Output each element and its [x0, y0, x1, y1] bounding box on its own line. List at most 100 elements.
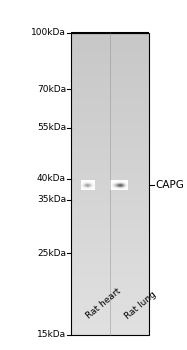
Bar: [71, 40, 149, 41]
Bar: [71, 234, 149, 235]
Bar: [71, 237, 149, 238]
Bar: [71, 74, 149, 75]
Bar: [71, 164, 149, 166]
Bar: [71, 51, 149, 52]
Bar: [71, 296, 149, 298]
Bar: [71, 222, 149, 223]
Bar: [71, 85, 149, 86]
Bar: [71, 276, 149, 277]
Bar: [71, 249, 149, 250]
Bar: [71, 53, 149, 54]
Bar: [71, 145, 149, 146]
Bar: [71, 247, 149, 248]
Bar: [71, 36, 149, 37]
Bar: [71, 299, 149, 300]
Bar: [71, 67, 149, 68]
Bar: [71, 63, 149, 64]
Bar: [71, 141, 149, 142]
Bar: [71, 285, 149, 286]
Bar: [71, 103, 149, 104]
Bar: [71, 95, 149, 96]
Bar: [71, 325, 149, 326]
Bar: [71, 302, 149, 303]
Bar: [71, 244, 149, 245]
Bar: [71, 304, 149, 306]
Bar: [71, 131, 149, 132]
Bar: [71, 37, 149, 38]
Bar: [71, 42, 149, 43]
Bar: [71, 84, 149, 85]
Bar: [71, 209, 149, 210]
Bar: [71, 113, 149, 114]
Bar: [71, 166, 149, 167]
Bar: [71, 170, 149, 172]
Bar: [71, 241, 149, 242]
Bar: [71, 271, 149, 272]
Bar: [71, 152, 149, 153]
Bar: [71, 168, 149, 169]
Bar: [71, 293, 149, 294]
Bar: [71, 287, 149, 288]
Bar: [71, 114, 149, 115]
Bar: [71, 220, 149, 221]
Bar: [71, 254, 149, 255]
Bar: [71, 219, 149, 220]
Text: 35kDa: 35kDa: [37, 195, 66, 204]
Bar: [71, 322, 149, 323]
Bar: [71, 289, 149, 290]
Bar: [71, 239, 149, 240]
Text: Rat lung: Rat lung: [123, 289, 158, 321]
Bar: [71, 295, 149, 296]
Bar: [71, 195, 149, 196]
Bar: [71, 181, 149, 182]
Bar: [71, 172, 149, 173]
Bar: [71, 96, 149, 97]
Bar: [71, 60, 149, 61]
Bar: [71, 56, 149, 57]
Bar: [71, 167, 149, 168]
Bar: [71, 288, 149, 289]
Bar: [71, 106, 149, 107]
Bar: [71, 198, 149, 199]
Bar: [71, 310, 149, 312]
Bar: [71, 34, 149, 35]
Bar: [71, 107, 149, 108]
Bar: [71, 97, 149, 98]
Bar: [71, 258, 149, 259]
Bar: [71, 83, 149, 84]
Bar: [71, 163, 149, 164]
Bar: [71, 108, 149, 109]
Bar: [71, 245, 149, 246]
Bar: [71, 130, 149, 131]
Bar: [71, 323, 149, 324]
Bar: [71, 69, 149, 70]
Bar: [71, 62, 149, 63]
Bar: [71, 98, 149, 99]
Bar: [71, 77, 149, 78]
Bar: [71, 110, 149, 111]
Bar: [71, 202, 149, 203]
Bar: [71, 161, 149, 162]
Bar: [71, 313, 149, 314]
Bar: [71, 203, 149, 204]
Bar: [71, 253, 149, 254]
Bar: [71, 316, 149, 317]
Bar: [71, 242, 149, 243]
Bar: [71, 101, 149, 102]
Bar: [71, 182, 149, 183]
Bar: [71, 260, 149, 261]
Bar: [71, 315, 149, 316]
Bar: [71, 273, 149, 274]
Bar: [71, 80, 149, 81]
Bar: [71, 92, 149, 93]
Bar: [71, 119, 149, 120]
Bar: [71, 252, 149, 253]
Bar: [71, 272, 149, 273]
Bar: [71, 224, 149, 225]
Bar: [71, 39, 149, 40]
Bar: [71, 280, 149, 281]
Bar: [71, 66, 149, 67]
Bar: [71, 104, 149, 105]
Bar: [71, 210, 149, 211]
Bar: [71, 261, 149, 262]
